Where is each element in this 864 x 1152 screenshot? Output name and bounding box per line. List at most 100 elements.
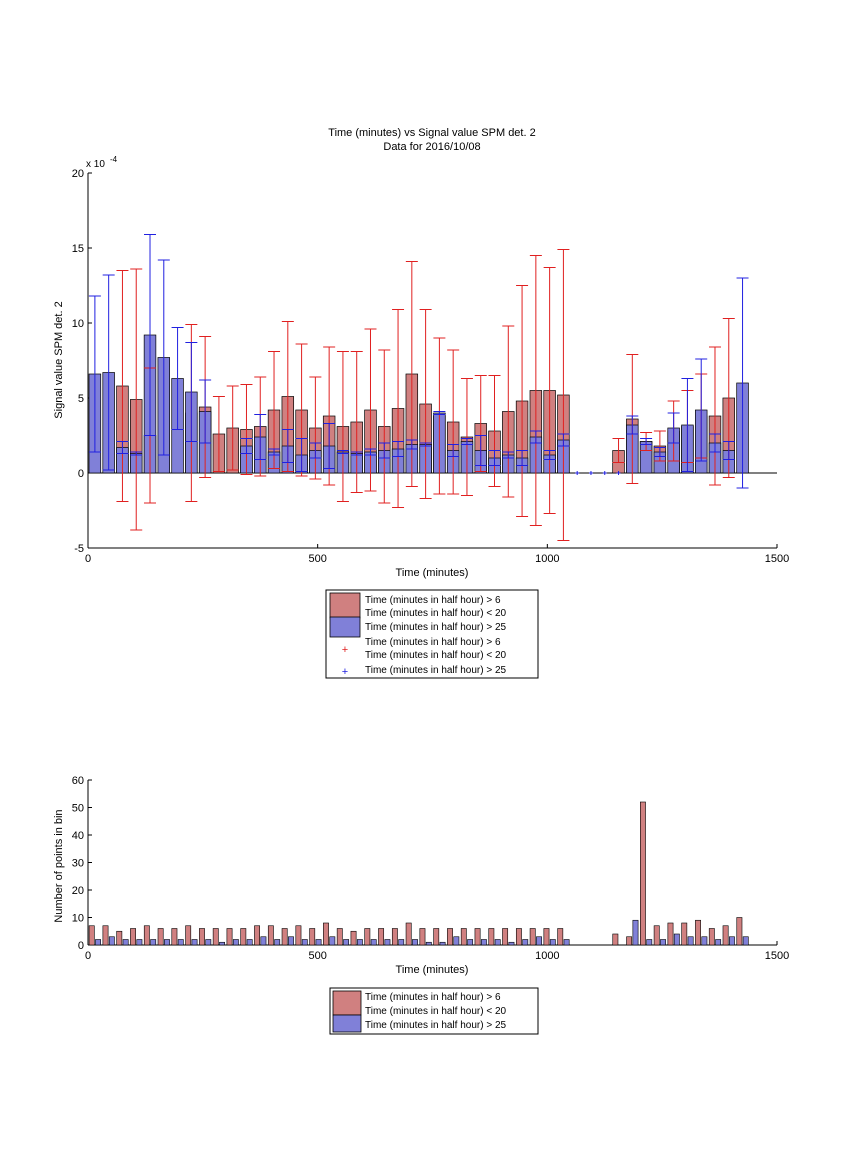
top-y-tick-label: -5 — [74, 543, 84, 555]
bottom-blue-bar — [164, 939, 170, 946]
bottom-red-bar — [515, 928, 522, 946]
top-legend-marker-blue: + — [342, 666, 348, 678]
bottom-blue-bar — [205, 939, 212, 946]
bottom-red-bar — [626, 936, 633, 946]
bottom-red-bar — [612, 933, 619, 946]
bottom-red-bar — [543, 928, 550, 946]
bottom-blue-bar — [715, 939, 722, 946]
bottom-red-bar — [681, 922, 688, 946]
top-legend-entry-2: Time (minutes in half hour) > 25 — [365, 622, 507, 633]
bottom-red-bar — [102, 925, 109, 946]
bottom-plot-frame — [87, 779, 778, 946]
bottom-blue-bar — [384, 939, 391, 946]
bottom-y-tick-label: 20 — [72, 885, 84, 897]
bottom-blue-bar — [742, 936, 749, 946]
bottom-legend-entry-1-line1: Time (minutes in half hour) > 6 — [365, 992, 501, 1003]
bottom-red-bar — [323, 922, 329, 946]
top-y-tick-label: 15 — [72, 243, 84, 255]
bottom-blue-bar — [315, 939, 322, 946]
bottom-red-bar — [488, 928, 495, 946]
bottom-blue-bar — [370, 939, 377, 946]
bottom-red-bar — [405, 922, 412, 946]
bottom-red-bar — [143, 925, 150, 946]
bottom-red-bar — [447, 928, 453, 946]
bottom-legend-entry-1-line2: Time (minutes in half hour) < 20 — [365, 1006, 507, 1017]
bottom-red-bar — [419, 928, 426, 946]
bottom-red-bar — [295, 925, 302, 946]
chart-title: Time (minutes) vs Signal value SPM det. … — [328, 127, 535, 139]
bottom-plot-area: 0 500 1000 1500 0 10 20 30 40 50 60 — [72, 775, 789, 962]
bottom-x-axis-label: Time (minutes) — [396, 964, 469, 976]
bottom-legend-swatch-blue-bar — [332, 1014, 362, 1033]
top-x-tick-label: 500 — [308, 553, 326, 565]
top-y-tick-label: 5 — [78, 393, 84, 405]
bottom-y-tick-label: 50 — [72, 803, 84, 815]
top-legend-marker-red: + — [342, 644, 348, 656]
top-x-tick-label: 0 — [85, 553, 91, 565]
bottom-red-bar — [460, 928, 467, 946]
bottom-blue-bar — [453, 936, 460, 946]
top-legend: Time (minutes in half hour) > 6 Time (mi… — [325, 589, 539, 679]
bottom-red-bar — [226, 928, 233, 946]
bottom-blue-bar — [95, 939, 101, 946]
bottom-x-tick-label: 500 — [308, 950, 326, 962]
bottom-red-bar — [667, 922, 674, 946]
bottom-red-bar — [378, 928, 385, 946]
bottom-red-bar — [640, 801, 646, 946]
top-x-tick-label: 1500 — [765, 553, 789, 565]
bottom-red-bar — [267, 925, 274, 946]
bottom-blue-bar — [632, 919, 639, 946]
bottom-blue-bar — [536, 936, 542, 946]
bottom-red-bar — [736, 917, 743, 946]
bottom-y-tick-label: 30 — [72, 858, 84, 870]
bottom-blue-bar — [660, 939, 666, 946]
bottom-y-tick-label: 0 — [78, 940, 84, 952]
bottom-blue-bar — [329, 936, 336, 946]
bottom-red-bar — [185, 925, 192, 946]
bottom-blue-bar — [549, 939, 556, 946]
top-legend-entry-1-line1: Time (minutes in half hour) > 6 — [365, 595, 501, 606]
bottom-blue-bar — [412, 939, 418, 946]
bottom-red-bar — [722, 925, 729, 946]
bottom-blue-bar — [246, 939, 253, 946]
bottom-legend: Time (minutes in half hour) > 6 Time (mi… — [329, 987, 539, 1035]
bottom-red-bar — [529, 928, 536, 946]
bottom-blue-bar — [467, 939, 474, 946]
bottom-red-bar — [309, 928, 316, 946]
bottom-blue-bar — [343, 939, 350, 946]
bottom-blue-bar — [687, 936, 694, 946]
bottom-blue-bar — [522, 939, 529, 946]
chart-subtitle: Data for 2016/10/08 — [383, 141, 480, 153]
bottom-blue-bar — [150, 939, 157, 946]
bottom-red-bar — [653, 925, 660, 946]
bottom-blue-bar — [563, 939, 570, 946]
bottom-blue-bar — [260, 936, 267, 946]
bottom-blue-bar — [646, 939, 653, 946]
bottom-red-bar — [433, 928, 440, 946]
bottom-red-bar — [199, 928, 205, 946]
bottom-red-bar — [88, 925, 95, 946]
bottom-x-tick-label: 0 — [85, 950, 91, 962]
top-legend-entry-4: Time (minutes in half hour) > 25 — [365, 665, 507, 676]
bottom-red-bar — [157, 928, 164, 946]
bottom-blue-bar — [439, 941, 446, 946]
top-legend-entry-3-line2: Time (minutes in half hour) < 20 — [365, 650, 507, 661]
bottom-red-bar — [708, 928, 715, 946]
bottom-red-bar — [474, 928, 481, 946]
bottom-blue-bar — [274, 939, 281, 946]
top-x-axis-label: Time (minutes) — [396, 567, 469, 579]
bottom-blue-bar — [480, 939, 487, 946]
bottom-x-tick-label: 1500 — [765, 950, 789, 962]
bottom-blue-bar — [301, 939, 308, 946]
bottom-red-bar — [502, 928, 509, 946]
bottom-red-bar — [350, 930, 357, 946]
bottom-y-tick-label: 40 — [72, 830, 84, 842]
bottom-red-bar — [557, 928, 564, 946]
bottom-blue-bar — [494, 939, 501, 946]
bottom-red-bar — [695, 919, 701, 946]
bottom-legend-entry-2: Time (minutes in half hour) > 25 — [365, 1020, 507, 1031]
bottom-blue-bar — [673, 933, 680, 946]
top-legend-entry-3-line1: Time (minutes in half hour) > 6 — [365, 637, 501, 648]
